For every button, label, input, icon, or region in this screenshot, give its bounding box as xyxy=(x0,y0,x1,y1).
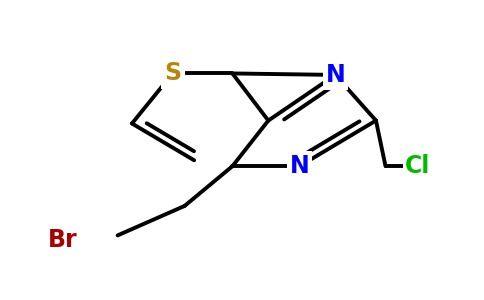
Text: Cl: Cl xyxy=(405,154,430,178)
Text: Br: Br xyxy=(48,228,78,252)
Text: N: N xyxy=(289,154,309,178)
Text: N: N xyxy=(325,63,345,87)
Text: S: S xyxy=(164,61,181,85)
